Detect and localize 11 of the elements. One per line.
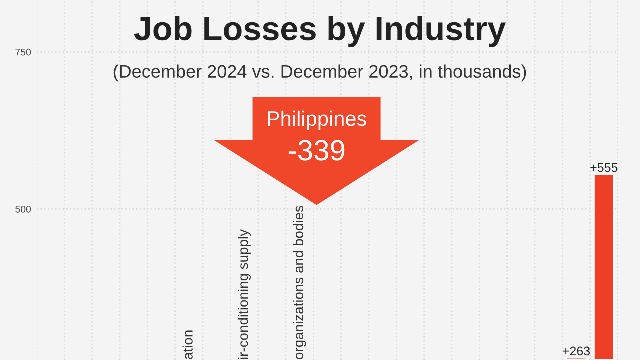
y-tick-label: 500 xyxy=(16,206,32,213)
text: (December 2024 vs. December 2023, in thousands) xyxy=(114,64,526,82)
data-label: +263 xyxy=(563,346,590,356)
x-tick-label: ir-conditioning supply xyxy=(238,230,251,360)
annotation: -339 xyxy=(288,140,345,161)
y-tick-label: 750 xyxy=(16,48,32,56)
x-tick-label: organizations and bodies xyxy=(293,206,306,360)
data-label: +555 xyxy=(590,163,618,172)
x-tick-label: ation xyxy=(182,330,193,360)
annotation: Philippines xyxy=(268,110,366,130)
chart-title: Job Losses by Industry xyxy=(134,16,506,48)
